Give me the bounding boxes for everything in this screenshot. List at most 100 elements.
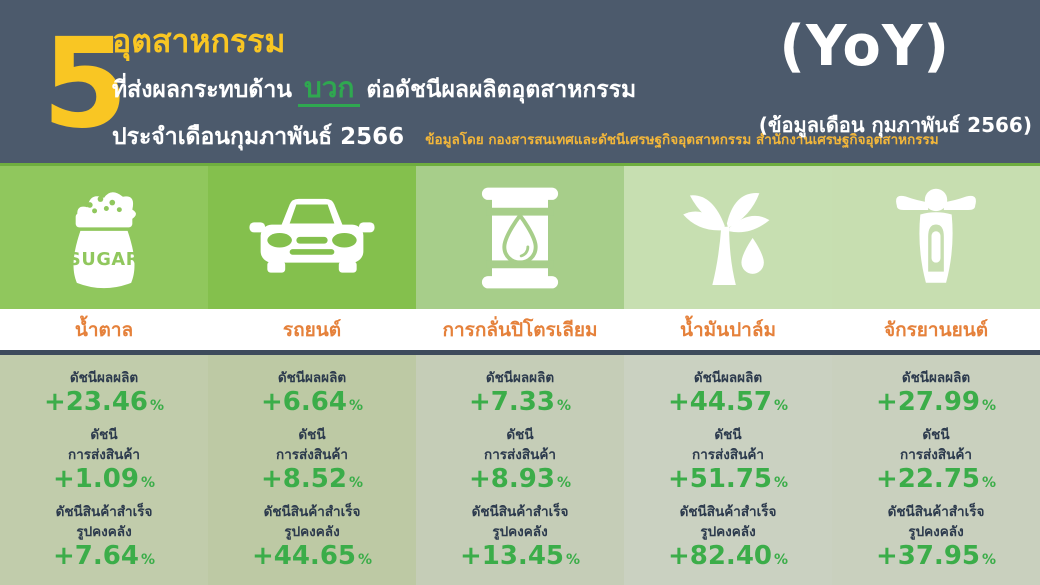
metric-label: ดัชนีสินค้าสำเร็จ	[55, 503, 153, 520]
industry-tile-petroleum	[416, 166, 624, 309]
metrics-column-car: ดัชนีผลผลิต +6.64% ดัชนีการส่งสินค้า +8.…	[208, 355, 416, 585]
metric-value: +22.75%	[875, 464, 996, 495]
industry-tile-motorcycle	[832, 166, 1040, 309]
metric-value: +1.09%	[53, 464, 155, 495]
industry-label-palm-oil: น้ำมันปาล์ม	[679, 318, 777, 341]
percent-sign: %	[982, 398, 997, 415]
metric-value: +23.46%	[44, 387, 164, 418]
percent-sign: %	[774, 475, 789, 492]
metric-inventory: ดัชนีสินค้าสำเร็จรูปคงคลัง +7.64%	[53, 502, 155, 572]
metric-inventory: ดัชนีสินค้าสำเร็จ รูปคงคลัง +82.40%	[668, 502, 788, 572]
metric-label: ดัชนีผลผลิต	[693, 369, 763, 386]
value-number: +22.75	[875, 464, 980, 495]
palm-tree-icon	[683, 192, 770, 285]
metric-label: ดัชนี	[714, 426, 742, 443]
metric-inventory: ดัชนีสินค้าสำเร็จ รูปคงคลัง +44.65%	[252, 502, 372, 572]
header-right: (YoY) (ข้อมูลเดือน กุมภาพันธ์ 2566)	[759, 14, 1032, 141]
metric-label-line2: การส่งสินค้า	[68, 446, 140, 463]
percent-sign: %	[774, 552, 789, 569]
data-source: ข้อมูลโดย กองสารสนเทศและดัชนีเศรษฐกิจอุต…	[425, 132, 939, 149]
sugar-sack-icon: SUGAR	[68, 191, 140, 288]
value-number: +82.40	[667, 541, 772, 572]
subtitle-prefix: ที่ส่งผลกระทบด้าน	[112, 77, 292, 104]
metric-label: ดัชนีผลผลิต	[277, 369, 347, 386]
metric-production: ดัชนีผลผลิต +44.57%	[668, 368, 788, 418]
metric-production: ดัชนีผลผลิต +23.46%	[44, 368, 164, 418]
metric-production: ดัชนีผลผลิต +6.64%	[261, 368, 363, 418]
page-title: อุตสาหกรรม	[112, 22, 286, 60]
big-number: 5	[42, 12, 129, 156]
metric-label-line2: รูปคงคลัง	[76, 524, 132, 541]
metrics-column-motorcycle: ดัชนีผลผลิต +27.99% ดัชนี การส่งสินค้า +2…	[832, 355, 1040, 585]
metric-label-line2: รูปคงคลัง	[908, 524, 964, 541]
value-number: +1.09	[53, 464, 139, 495]
industry-label-petroleum: การกลั่นปิโตรเลียม	[442, 318, 598, 341]
metric-production: ดัชนีผลผลิต +7.33%	[469, 368, 571, 418]
value-number: +27.99	[875, 387, 980, 418]
percent-sign: %	[140, 475, 155, 492]
value-number: +6.64	[261, 387, 347, 418]
percent-sign: %	[140, 552, 155, 569]
metric-value: +44.57%	[667, 387, 789, 418]
metric-shipment: ดัชนี การส่งสินค้า +1.09%	[53, 425, 155, 495]
value-number: +44.65	[251, 541, 356, 572]
percent-sign: %	[348, 475, 363, 492]
percent-sign: %	[556, 475, 571, 492]
value-number: +44.57	[667, 387, 772, 418]
yoy-label: (YoY)	[779, 14, 950, 79]
metric-value: +44.65%	[251, 541, 373, 572]
industry-tile-sugar: SUGAR	[0, 166, 208, 309]
header: 5 อุตสาหกรรม ที่ส่งผลกระทบด้าน บวก ต่อดัชน…	[0, 0, 1040, 163]
industry-label-car: รถยนต์	[282, 318, 342, 341]
metric-shipment: ดัชนีการส่งสินค้า +8.52%	[261, 425, 363, 495]
metric-value: +7.33%	[469, 387, 571, 418]
percent-sign: %	[556, 398, 571, 415]
metric-label: ดัชนีสินค้าสำเร็จ	[263, 503, 361, 520]
metric-label-line2: รูปคงคลัง	[700, 524, 756, 541]
metric-label-line2: การส่งสินค้า	[276, 446, 348, 463]
industry-label-sugar: น้ำตาล	[74, 318, 134, 341]
divider-navy	[0, 350, 1040, 355]
industry-tile-palm-oil	[624, 166, 832, 309]
metric-label: ดัชนีสินค้าสำเร็จ	[887, 503, 985, 520]
period-line: ประจำเดือนกุมภาพันธ์ 2566 ข้อมูลโดย กองส…	[112, 119, 939, 155]
industry-label-motorcycle: จักรยานยนต์	[883, 318, 989, 341]
subtitle-suffix: ต่อดัชนีผลผลิตอุตสาหกรรม	[366, 77, 637, 104]
value-number: +37.95	[875, 541, 980, 572]
divider-green	[0, 163, 1040, 166]
value-number: +13.45	[459, 541, 564, 572]
sugar-sack-text: SUGAR	[68, 250, 140, 270]
metric-label: ดัชนีสินค้าสำเร็จ	[471, 503, 569, 520]
percent-sign: %	[358, 552, 373, 569]
percent-sign: %	[982, 552, 997, 569]
metric-shipment: ดัชนี การส่งสินค้า +51.75%	[668, 425, 788, 495]
metric-label-line2: รูปคงคลัง	[492, 524, 548, 541]
metric-value: +8.52%	[261, 464, 363, 495]
subtitle: ที่ส่งผลกระทบด้าน บวก ต่อดัชนีผลผลิตอุตสาห…	[112, 66, 939, 110]
value-number: +7.64	[53, 541, 139, 572]
metric-label-line2: การส่งสินค้า	[900, 446, 972, 463]
metric-shipment: ดัชนี การส่งสินค้า +22.75%	[876, 425, 996, 495]
metric-label-line2: การส่งสินค้า	[484, 446, 556, 463]
metric-value: +6.64%	[261, 387, 363, 418]
metric-label: ดัชนีผลผลิต	[485, 369, 555, 386]
metrics-row: ดัชนีผลผลิต +23.46% ดัชนี การส่งสินค้า +1…	[0, 355, 1040, 585]
car-icon	[249, 198, 375, 273]
percent-sign: %	[774, 398, 789, 415]
icon-row: SUGAR	[0, 166, 1040, 309]
category-label-row: น้ำตาล รถยนต์ การกลั่นปิโตรเลียม น้ำมันป…	[0, 309, 1040, 350]
metric-label: ดัชนีผลผลิต	[69, 369, 139, 386]
metric-label: ดัชนี	[506, 426, 534, 443]
title-block: อุตสาหกรรม ที่ส่งผลกระทบด้าน บวก ต่อดัชนีผ…	[112, 22, 939, 155]
metric-value: +8.93%	[469, 464, 571, 495]
metric-value: +51.75%	[667, 464, 789, 495]
percent-sign: %	[348, 398, 363, 415]
value-number: +8.52	[261, 464, 347, 495]
metrics-column-sugar: ดัชนีผลผลิต +23.46% ดัชนี การส่งสินค้า +1…	[0, 355, 208, 585]
industry-tile-car	[208, 166, 416, 309]
period-label: ประจำเดือนกุมภาพันธ์ 2566	[112, 124, 405, 151]
value-number: +51.75	[667, 464, 772, 495]
metric-production: ดัชนีผลผลิต +27.99%	[876, 368, 996, 418]
metric-label: ดัชนี	[298, 426, 326, 443]
